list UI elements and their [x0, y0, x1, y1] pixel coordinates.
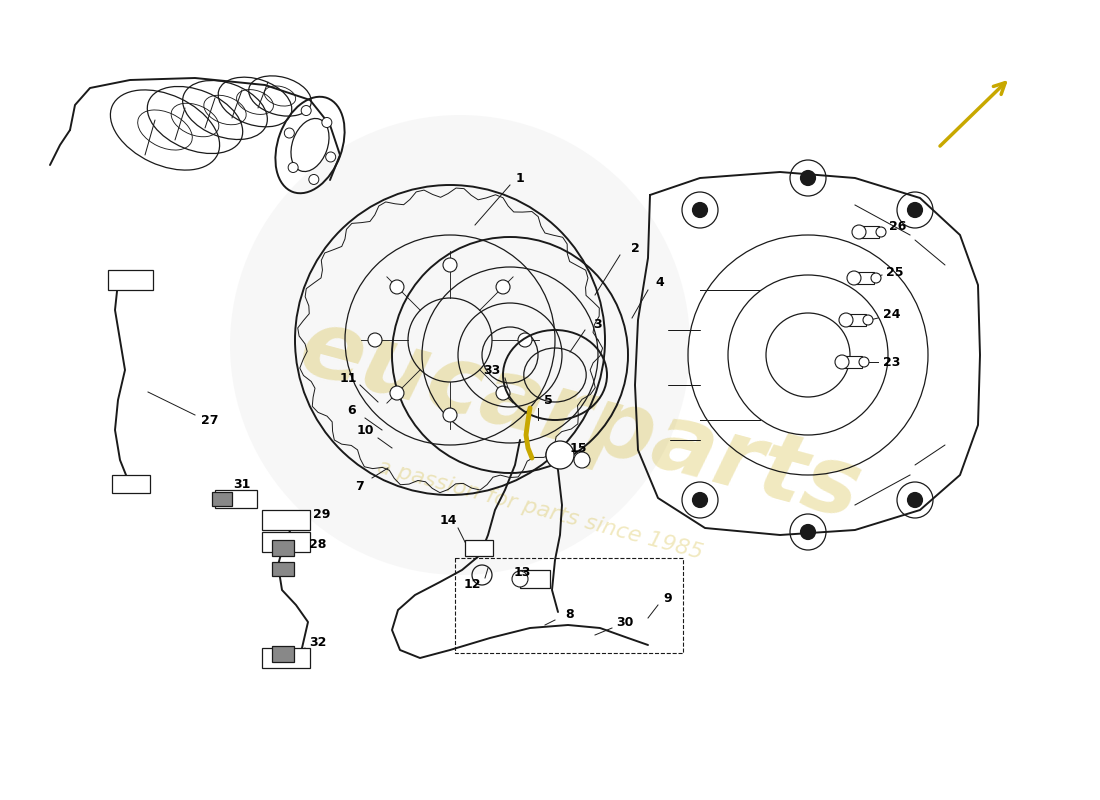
Text: 3: 3	[594, 318, 603, 331]
Circle shape	[512, 571, 528, 587]
Text: 8: 8	[565, 609, 574, 622]
Text: 32: 32	[309, 635, 327, 649]
Circle shape	[390, 280, 404, 294]
Circle shape	[847, 271, 861, 285]
Circle shape	[839, 313, 853, 327]
Bar	[520, 570, 550, 588]
Text: 11: 11	[339, 371, 356, 385]
Text: 33: 33	[483, 363, 500, 377]
Bar	[455, 558, 683, 653]
Text: 29: 29	[314, 509, 331, 522]
Text: 13: 13	[514, 566, 530, 578]
Circle shape	[326, 152, 336, 162]
Bar	[844, 356, 862, 368]
Circle shape	[288, 162, 298, 173]
Bar	[272, 562, 294, 576]
Circle shape	[876, 227, 886, 237]
Circle shape	[546, 441, 574, 469]
Bar	[108, 270, 153, 290]
Text: 24: 24	[883, 309, 901, 322]
Bar	[214, 490, 257, 508]
Text: 7: 7	[355, 479, 364, 493]
Bar	[856, 272, 875, 284]
Circle shape	[496, 386, 510, 400]
Text: 4: 4	[656, 277, 664, 290]
Text: 14: 14	[439, 514, 456, 526]
Circle shape	[692, 492, 708, 508]
Circle shape	[864, 315, 873, 325]
Bar	[861, 226, 879, 238]
Circle shape	[906, 202, 923, 218]
Text: 28: 28	[309, 538, 327, 551]
Circle shape	[443, 258, 456, 272]
Text: 30: 30	[616, 615, 634, 629]
Circle shape	[518, 333, 532, 347]
Text: 26: 26	[889, 221, 906, 234]
Text: 9: 9	[663, 591, 672, 605]
Circle shape	[835, 355, 849, 369]
Circle shape	[574, 452, 590, 468]
Text: 2: 2	[630, 242, 639, 254]
Text: 31: 31	[233, 478, 251, 491]
Circle shape	[852, 225, 866, 239]
Circle shape	[906, 492, 923, 508]
Circle shape	[800, 524, 816, 540]
Text: 27: 27	[201, 414, 219, 426]
Circle shape	[301, 106, 311, 115]
Circle shape	[284, 128, 295, 138]
Circle shape	[871, 273, 881, 283]
Text: 1: 1	[516, 171, 525, 185]
Bar	[262, 510, 310, 530]
Text: 6: 6	[348, 403, 356, 417]
Text: 5: 5	[543, 394, 552, 406]
Circle shape	[322, 118, 332, 127]
Text: 23: 23	[883, 355, 901, 369]
Bar	[262, 532, 310, 552]
Circle shape	[390, 386, 404, 400]
Circle shape	[496, 280, 510, 294]
Circle shape	[443, 408, 456, 422]
Bar	[112, 475, 150, 493]
Text: 10: 10	[356, 423, 374, 437]
Text: 12: 12	[463, 578, 481, 591]
Bar	[465, 540, 493, 556]
Circle shape	[800, 170, 816, 186]
Circle shape	[309, 174, 319, 185]
Bar	[262, 648, 310, 668]
Circle shape	[546, 443, 570, 467]
Text: 15: 15	[570, 442, 586, 454]
Bar	[272, 540, 294, 556]
Circle shape	[859, 357, 869, 367]
Text: 25: 25	[887, 266, 904, 278]
Text: a passion for parts since 1985: a passion for parts since 1985	[375, 457, 705, 563]
Bar	[212, 492, 232, 506]
Bar	[272, 646, 294, 662]
Circle shape	[368, 333, 382, 347]
Circle shape	[230, 115, 690, 575]
Circle shape	[692, 202, 708, 218]
Bar	[848, 314, 866, 326]
Text: eucarparts: eucarparts	[289, 301, 870, 539]
